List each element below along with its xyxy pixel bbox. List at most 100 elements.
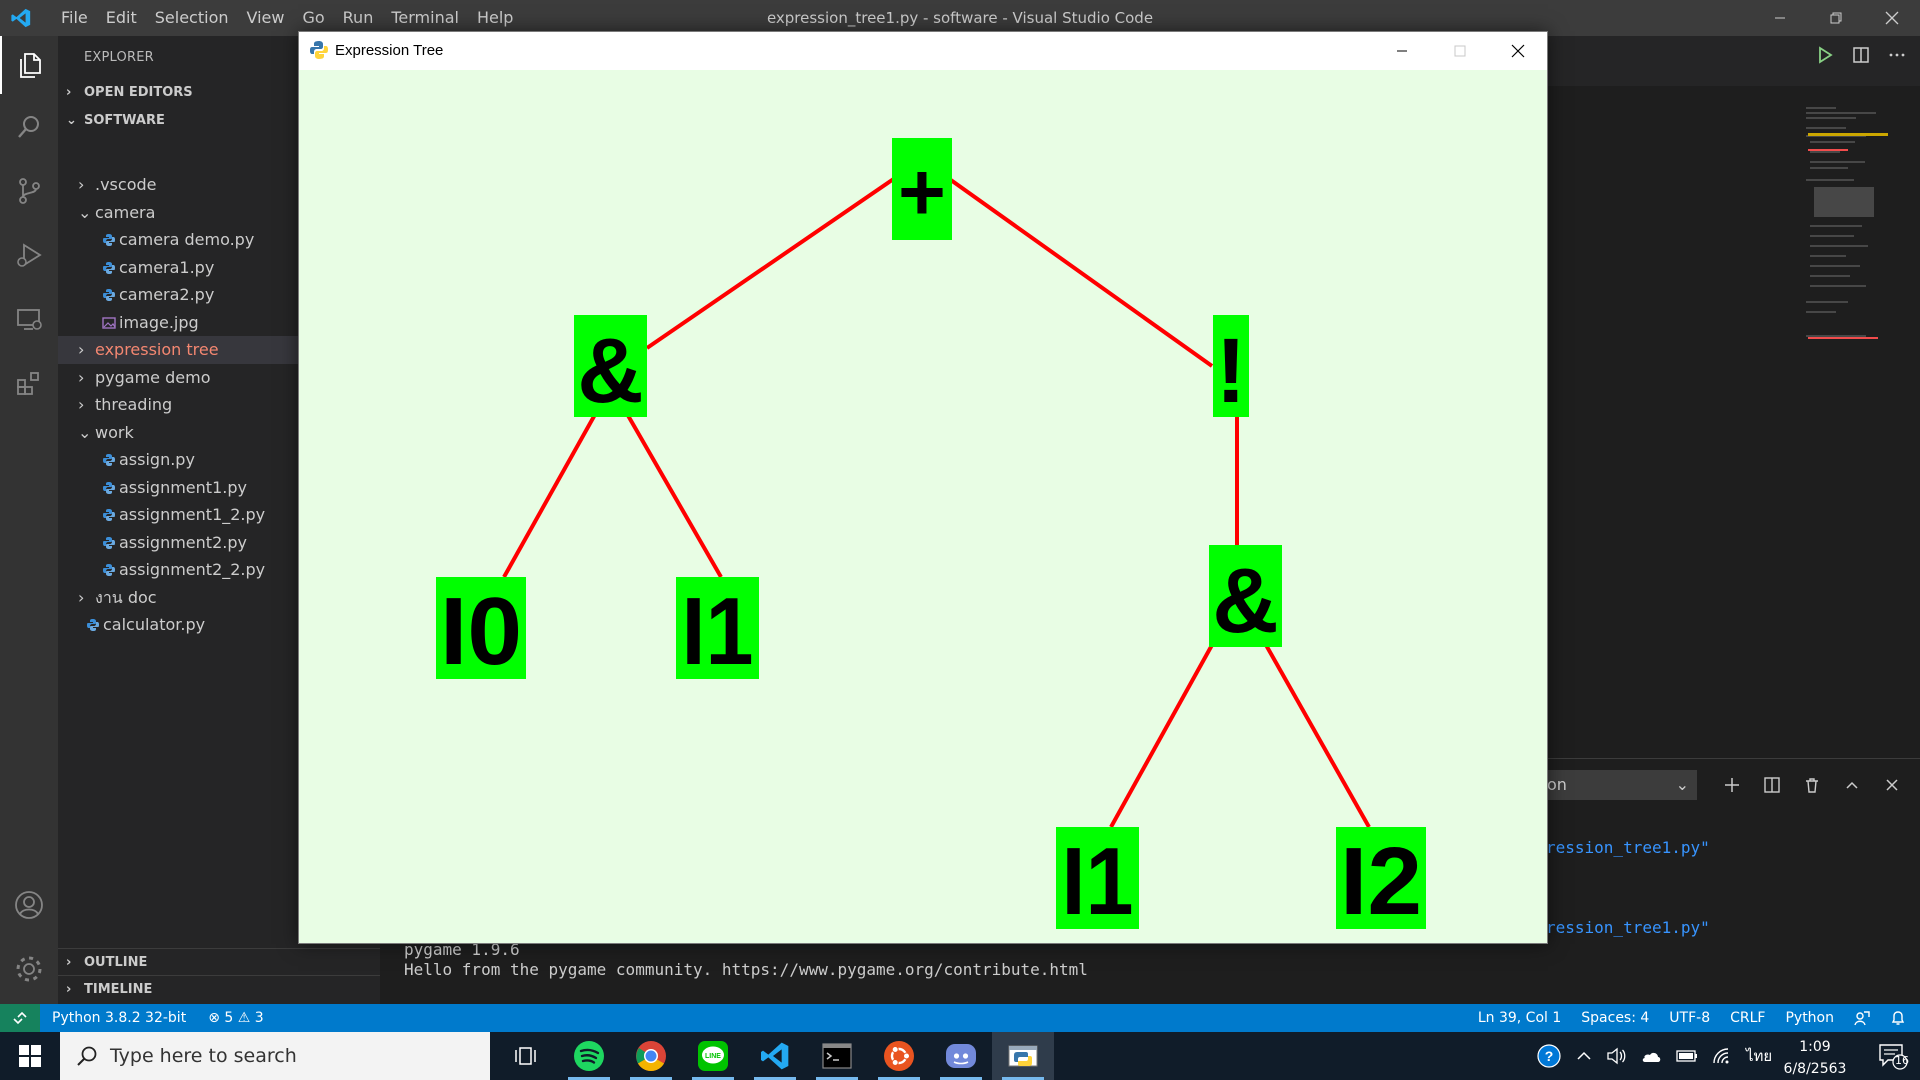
action-center-button[interactable]: 16 [1866, 1032, 1920, 1080]
expression-tree-titlebar[interactable]: Expression Tree [299, 32, 1547, 70]
explorer-activity[interactable] [0, 36, 58, 94]
folder-work[interactable]: ⌄ work [58, 419, 380, 447]
taskbar-clock[interactable]: 1:09 6/8/2563 [1770, 1032, 1860, 1080]
search-activity[interactable] [0, 98, 58, 156]
minimap[interactable] [1806, 105, 1906, 345]
language-mode[interactable]: Python [1785, 1010, 1834, 1026]
file-image-jpg[interactable]: image.jpg [58, 309, 380, 337]
remote-indicator[interactable] [0, 1004, 40, 1032]
menu-run[interactable]: Run [342, 8, 374, 27]
vscode-taskbar-button[interactable] [744, 1032, 806, 1080]
discord-taskbar-button[interactable] [930, 1032, 992, 1080]
split-editor-icon[interactable] [1852, 46, 1870, 64]
spotify-taskbar-button[interactable] [558, 1032, 620, 1080]
line-taskbar-button[interactable]: LINE [682, 1032, 744, 1080]
source-control-activity[interactable] [0, 162, 58, 220]
indentation[interactable]: Spaces: 4 [1581, 1010, 1650, 1026]
minimize-button[interactable] [1752, 0, 1808, 36]
kill-terminal-button[interactable] [1800, 770, 1824, 800]
menu-view[interactable]: View [246, 8, 285, 27]
wifi-icon[interactable] [1712, 1047, 1732, 1065]
python-interpreter[interactable]: Python 3.8.2 32-bit [52, 1010, 187, 1026]
search-icon [77, 1046, 97, 1066]
manage-activity[interactable] [0, 940, 58, 998]
file-camera2-py[interactable]: camera2.py [58, 281, 380, 309]
menu-go[interactable]: Go [302, 8, 325, 27]
terminal-taskbar-button[interactable] [806, 1032, 868, 1080]
edge-and-left-i1 [609, 385, 723, 578]
split-terminal-button[interactable] [1760, 770, 1784, 800]
open-editors-section[interactable]: › OPEN EDITORS [58, 80, 380, 106]
search-placeholder: Type here to search [110, 1045, 297, 1067]
volume-icon[interactable] [1606, 1047, 1626, 1065]
line-ending[interactable]: CRLF [1730, 1010, 1766, 1026]
svg-text:LINE: LINE [705, 1053, 721, 1060]
python-file-icon [103, 454, 115, 466]
file-assignment1-2-py[interactable]: assignment1_2.py [58, 501, 380, 529]
folder-vscode[interactable]: › .vscode [58, 171, 380, 199]
accounts-activity[interactable] [0, 876, 58, 934]
ubuntu-taskbar-button[interactable] [868, 1032, 930, 1080]
minimize-button[interactable] [1373, 32, 1431, 70]
start-button[interactable] [0, 1032, 60, 1080]
tree-item-label: camera [95, 202, 156, 222]
chevron-up-icon[interactable] [1576, 1048, 1592, 1064]
chevron-right-icon: › [78, 395, 85, 414]
vscode-window-controls [1752, 0, 1920, 36]
folder-งาน-doc[interactable]: › งาน doc [58, 584, 380, 612]
bell-icon[interactable] [1890, 1010, 1906, 1026]
vscode-logo-icon [11, 8, 31, 28]
discord-icon [946, 1044, 976, 1068]
folder-threading[interactable]: › threading [58, 391, 380, 419]
python-taskbar-button[interactable] [992, 1032, 1054, 1080]
menu-file[interactable]: File [61, 8, 88, 27]
folder-camera[interactable]: ⌄ camera [58, 199, 380, 227]
input-language[interactable]: ไทย [1746, 1047, 1773, 1065]
timeline-section[interactable]: › TIMELINE [58, 975, 380, 1002]
maximize-panel-button[interactable] [1840, 770, 1864, 800]
problems-indicator[interactable]: ⊗ 5 ⚠ 3 [208, 1004, 264, 1032]
file-camera1-py[interactable]: camera1.py [58, 254, 380, 282]
encoding[interactable]: UTF-8 [1669, 1010, 1711, 1026]
status-bar: Python 3.8.2 32-bit ⊗ 5 ⚠ 3 Ln 39, Col 1… [0, 1004, 1920, 1032]
file-assign-py[interactable]: assign.py [58, 446, 380, 474]
close-button[interactable] [1864, 0, 1920, 36]
editor-area[interactable] [1540, 110, 1920, 760]
menu-help[interactable]: Help [476, 8, 514, 27]
software-folder-section[interactable]: ⌄ SOFTWARE [58, 108, 380, 134]
menu-selection[interactable]: Selection [154, 8, 229, 27]
help-icon[interactable]: ? [1536, 1043, 1562, 1069]
close-panel-button[interactable] [1880, 770, 1904, 800]
close-button[interactable] [1489, 32, 1547, 70]
expression-tree-canvas[interactable]: + & ! I0 I1 & [299, 70, 1547, 943]
remote-explorer-activity[interactable] [0, 290, 58, 348]
menu-terminal[interactable]: Terminal [391, 8, 459, 27]
file-assignment2-2-py[interactable]: assignment2_2.py [58, 556, 380, 584]
file-assignment2-py[interactable]: assignment2.py [58, 529, 380, 557]
cloud-icon[interactable] [1640, 1048, 1662, 1064]
clock-date: 6/8/2563 [1783, 1061, 1847, 1077]
chrome-taskbar-button[interactable] [620, 1032, 682, 1080]
extensions-activity[interactable] [0, 354, 58, 412]
run-debug-activity[interactable] [0, 226, 58, 284]
python-logo-icon [310, 41, 328, 59]
terminal-shell-select[interactable]: on ⌄ [1545, 770, 1697, 800]
run-file-icon[interactable] [1816, 46, 1834, 64]
more-actions-icon[interactable] [1888, 46, 1906, 64]
restore-button[interactable] [1808, 0, 1864, 36]
task-view-button[interactable] [496, 1032, 558, 1080]
file-camera-demo-py[interactable]: camera demo.py [58, 226, 380, 254]
maximize-button[interactable] [1431, 32, 1489, 70]
battery-icon[interactable] [1676, 1049, 1698, 1063]
outline-section[interactable]: › OUTLINE [58, 948, 380, 975]
file-calculator-py[interactable]: calculator.py [58, 611, 380, 639]
taskbar-search[interactable]: Type here to search [60, 1032, 490, 1080]
feedback-icon[interactable] [1854, 1010, 1870, 1026]
python-file-icon [103, 261, 115, 274]
tree-item-label: camera1.py [119, 257, 215, 277]
new-terminal-button[interactable] [1720, 770, 1744, 800]
folder-pygame-demo[interactable]: › pygame demo [58, 364, 380, 392]
menu-edit[interactable]: Edit [105, 8, 137, 27]
cursor-position[interactable]: Ln 39, Col 1 [1477, 1010, 1562, 1026]
file-assignment1-py[interactable]: assignment1.py [58, 474, 380, 502]
